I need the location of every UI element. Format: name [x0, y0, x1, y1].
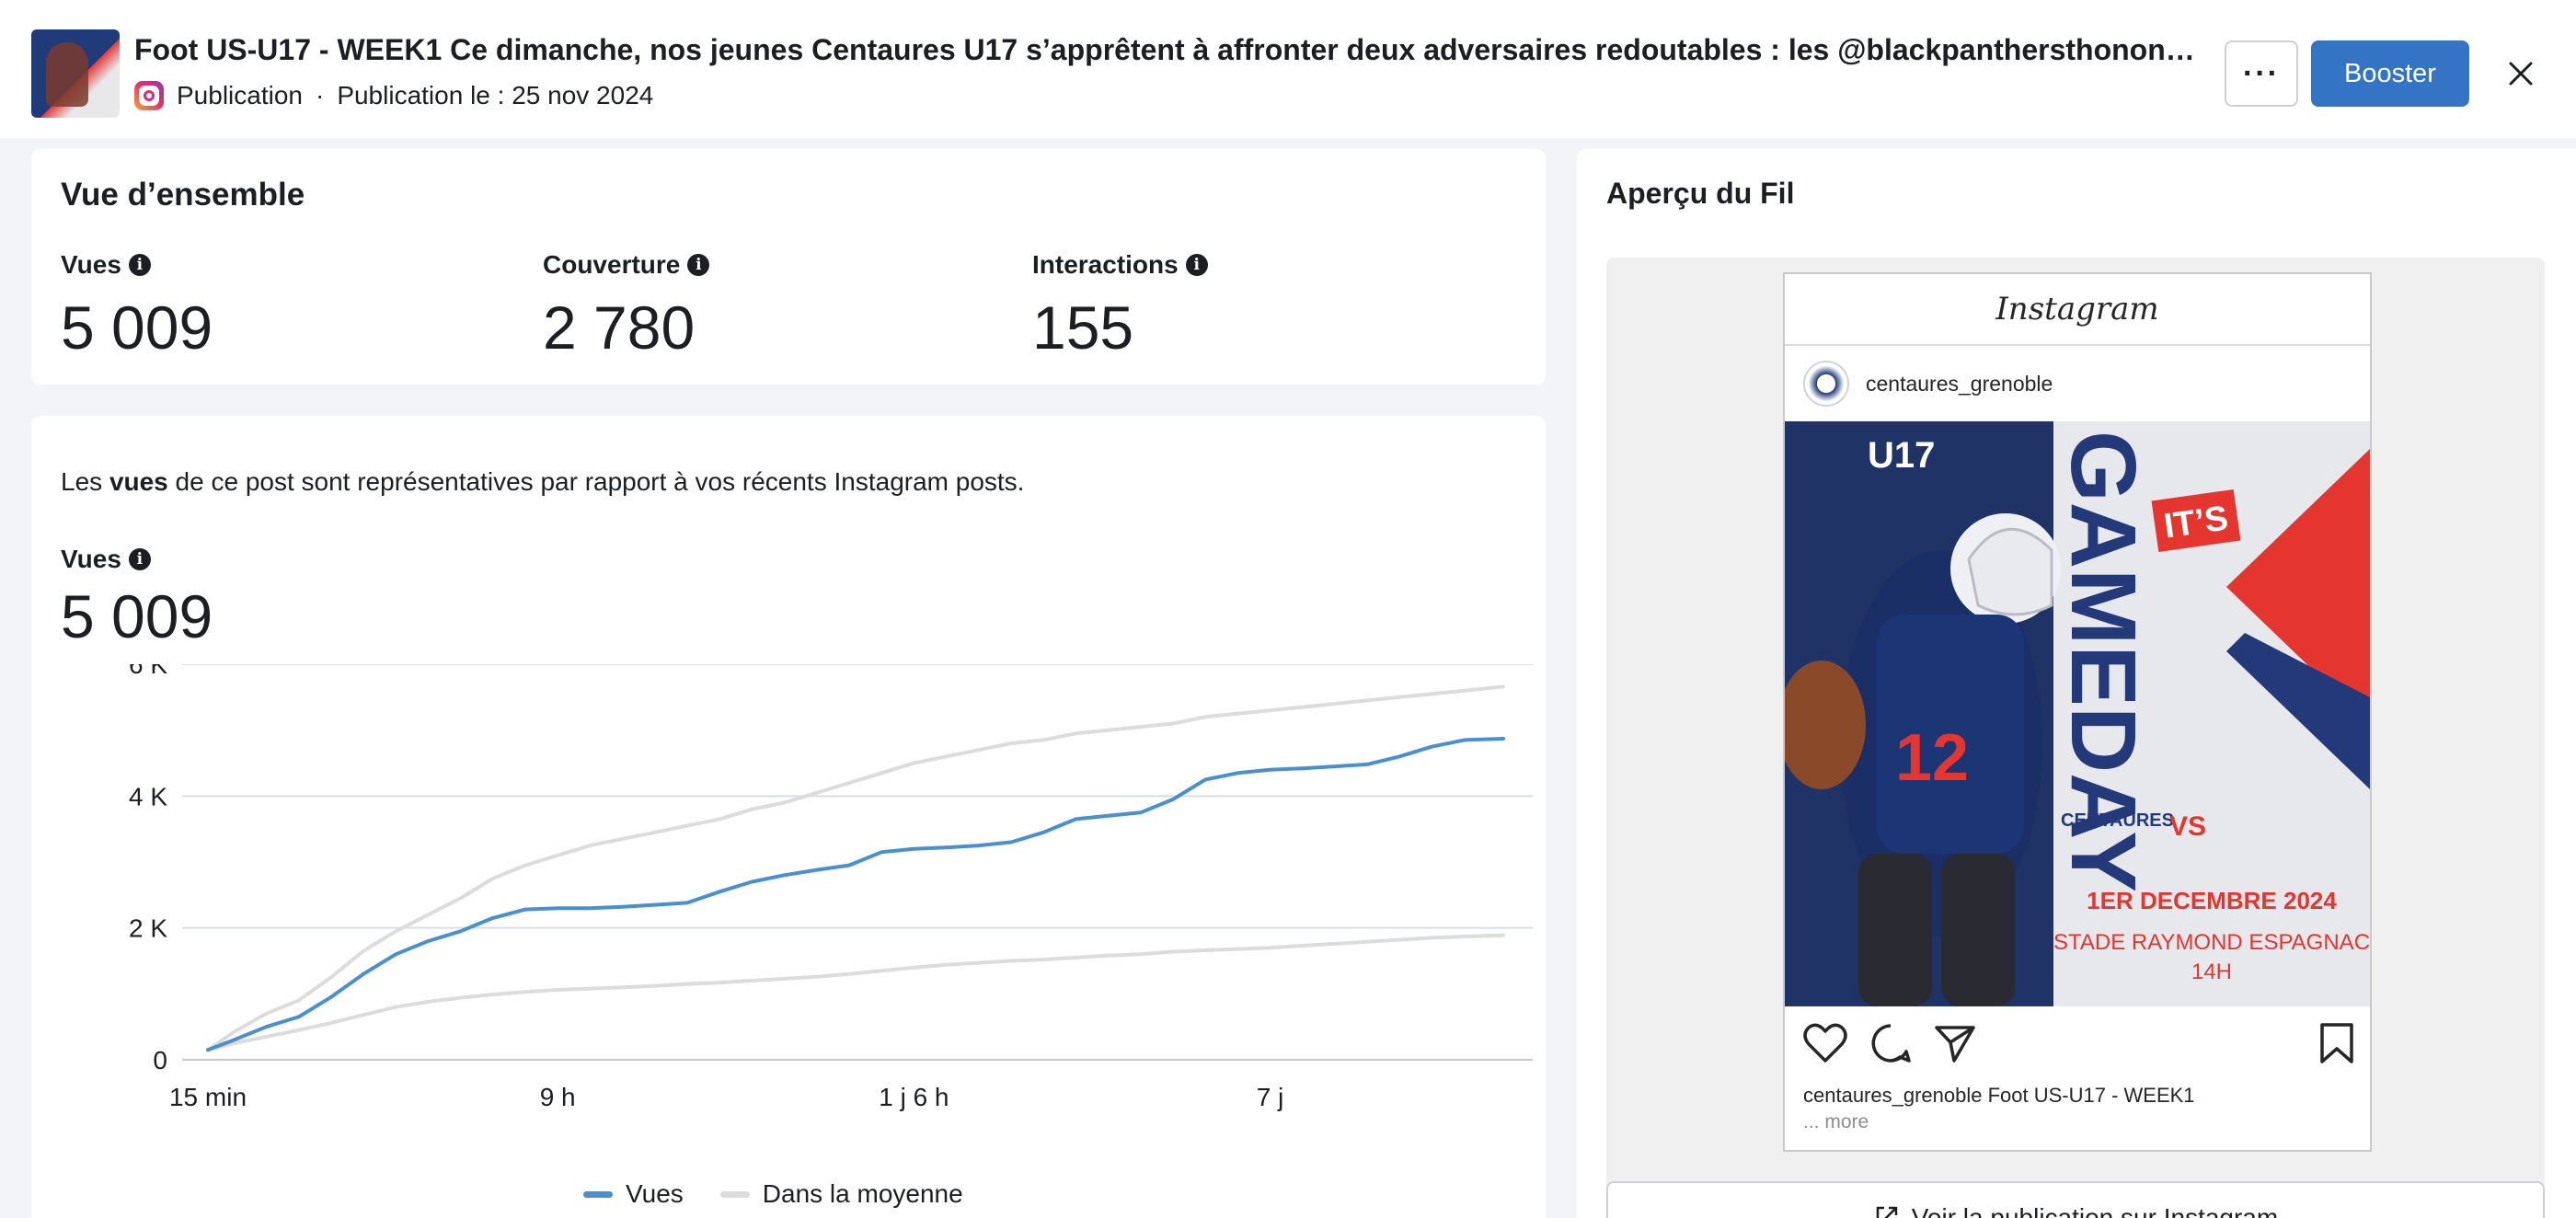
- metric-value: 5 009: [61, 293, 213, 362]
- y-tick-label: 6 K: [129, 664, 167, 679]
- metric-label: Couverture: [543, 250, 681, 279]
- poster-date: 1ER DECEMBRE 2024: [2087, 887, 2337, 914]
- overview-title: Vue d’ensemble: [61, 177, 305, 213]
- views-label-row: Vues i: [61, 545, 151, 574]
- views-line-chart: 0 2 K 4 K 6 K 15 min 9 h 1 j 6 h 7 j: [129, 664, 1533, 1111]
- instagram-logo: Instagram: [1785, 274, 2370, 346]
- instagram-post-preview: Instagram centaures_grenoble 12 U17 GAME…: [1783, 272, 2372, 1152]
- meta-separator: ·: [315, 81, 325, 109]
- ig-caption: centaures_grenoble Foot US-U17 - WEEK1: [1803, 1084, 2195, 1107]
- poster-team-label: U17: [1868, 435, 1935, 476]
- metric-interactions: Interactions i 155: [1032, 250, 1208, 362]
- poster-venue: STADE RAYMOND ESPAGNAC: [2053, 930, 2370, 955]
- legend-label: Vues: [626, 1179, 684, 1208]
- share-icon[interactable]: [1934, 1022, 1976, 1064]
- metric-views: Vues i 5 009: [61, 250, 213, 362]
- post-thumbnail: [31, 29, 120, 118]
- metric-value: 155: [1032, 293, 1134, 362]
- views-chart-card: Les vues de ce post sont représentatives…: [31, 416, 1546, 1218]
- avatar: [1803, 361, 1849, 407]
- metric-interactions-label-row: Interactions i: [1032, 250, 1208, 280]
- legend-swatch-views: [583, 1190, 613, 1198]
- info-icon[interactable]: i: [128, 254, 151, 276]
- x-tick-label: 15 min: [169, 1083, 247, 1111]
- ig-more-link[interactable]: ... more: [1803, 1111, 1869, 1132]
- gameday-poster: 12 U17 GAMEDAY IT’S CENTAURES VS 1ER DEC…: [1785, 421, 2370, 1006]
- desc-bold: vues: [109, 467, 168, 496]
- overview-card: Vue d’ensemble Vues i 5 009 Couverture i…: [31, 149, 1546, 385]
- post-type-label: Publication: [177, 81, 303, 109]
- chart-legend: Vues Dans la moyenne: [583, 1179, 963, 1209]
- info-icon[interactable]: i: [128, 548, 151, 570]
- poster-vs-label: VS: [2169, 811, 2206, 842]
- info-icon[interactable]: i: [1185, 254, 1208, 276]
- legend-swatch-average: [719, 1190, 750, 1198]
- y-tick-label: 2 K: [129, 914, 167, 943]
- instagram-icon: [134, 81, 164, 110]
- ig-actions-row: [1803, 1021, 2355, 1065]
- external-link-icon: [1876, 1206, 1898, 1218]
- desc-prefix: Les: [61, 467, 109, 496]
- post-image: 12 U17 GAMEDAY IT’S CENTAURES VS 1ER DEC…: [1785, 421, 2370, 1006]
- poster-badge-its: IT’S: [2162, 499, 2231, 546]
- x-tick-label: 1 j 6 h: [879, 1083, 949, 1111]
- info-icon[interactable]: i: [687, 254, 710, 276]
- view-on-instagram-label: Voir la publication sur Instagram: [1911, 1203, 2279, 1218]
- ig-user-row: centaures_grenoble: [1785, 346, 2370, 421]
- heart-icon[interactable]: [1803, 1022, 1847, 1064]
- metric-reach: Couverture i 2 780: [543, 250, 710, 362]
- y-tick-label: 0: [153, 1046, 167, 1074]
- views-value: 5 009: [61, 582, 213, 650]
- legend-item-views[interactable]: Vues: [583, 1179, 684, 1209]
- close-button[interactable]: [2499, 50, 2543, 98]
- poster-club-label: CENTAURES: [2061, 810, 2174, 831]
- post-meta: Publication · Publication le : 25 nov 20…: [134, 79, 653, 112]
- post-header: Foot US-U17 - WEEK1 Ce dimanche, nos jeu…: [0, 0, 2576, 138]
- jersey-number: 12: [1895, 721, 1969, 795]
- x-tick-label: 9 h: [540, 1083, 576, 1111]
- legend-label: Dans la moyenne: [762, 1179, 963, 1208]
- metric-value: 2 780: [543, 293, 696, 362]
- post-date: Publication le : 25 nov 2024: [337, 81, 654, 109]
- view-on-instagram-button[interactable]: Voir la publication sur Instagram: [1606, 1181, 2545, 1218]
- metric-label: Vues: [61, 250, 121, 279]
- close-icon: [2509, 62, 2533, 86]
- views-description: Les vues de ce post sont représentatives…: [61, 467, 1024, 497]
- series-line-average-high[interactable]: [206, 684, 1505, 1052]
- preview-title: Aperçu du Fil: [1606, 177, 1795, 210]
- ig-username: centaures_grenoble: [1866, 371, 2053, 396]
- y-tick-label: 4 K: [129, 782, 167, 810]
- series-line-views[interactable]: [206, 737, 1505, 1052]
- thumbnail-player: [46, 42, 88, 107]
- metric-reach-label-row: Couverture i: [543, 250, 710, 280]
- poster-headline: GAMEDAY: [2052, 431, 2155, 892]
- metric-views-label-row: Vues i: [61, 250, 213, 280]
- views-label: Vues: [61, 545, 121, 573]
- series-line-average-low[interactable]: [206, 933, 1505, 1052]
- boost-button[interactable]: Booster: [2311, 40, 2469, 107]
- desc-suffix: de ce post sont représentatives par rapp…: [167, 467, 1025, 496]
- metric-label: Interactions: [1032, 250, 1179, 279]
- comment-icon[interactable]: [1869, 1022, 1912, 1064]
- post-title: Foot US-U17 - WEEK1 Ce dimanche, nos jeu…: [134, 33, 2195, 66]
- bookmark-icon[interactable]: [2318, 1022, 2355, 1064]
- poster-time: 14H: [2191, 959, 2232, 984]
- legend-item-average[interactable]: Dans la moyenne: [719, 1179, 963, 1209]
- more-options-button[interactable]: ···: [2225, 40, 2298, 107]
- x-tick-label: 7 j: [1257, 1083, 1284, 1111]
